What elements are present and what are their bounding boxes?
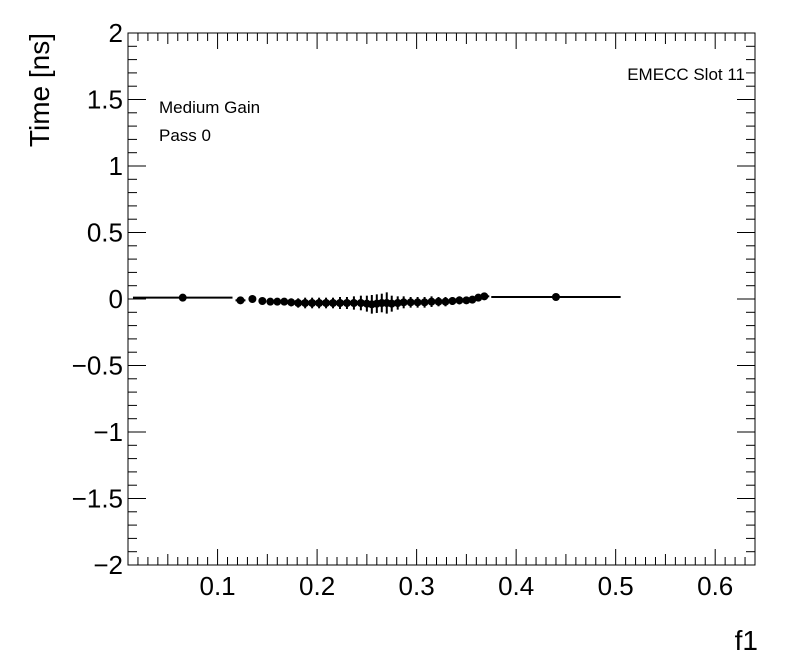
y-tick-label: 0 bbox=[109, 284, 123, 314]
data-point bbox=[266, 297, 275, 306]
y-tick-label: −1.5 bbox=[72, 484, 123, 514]
data-point bbox=[393, 296, 402, 310]
data-point bbox=[441, 297, 450, 307]
point-marker bbox=[455, 296, 464, 305]
point-marker bbox=[420, 298, 429, 307]
data-point bbox=[280, 297, 289, 306]
point-marker bbox=[273, 297, 282, 306]
x-tick-label: 0.5 bbox=[598, 571, 634, 601]
data-point bbox=[235, 296, 246, 305]
data-point bbox=[287, 298, 296, 307]
data-point bbox=[258, 296, 267, 305]
data-point bbox=[455, 296, 464, 305]
data-point bbox=[387, 295, 396, 312]
x-tick-label: 0.6 bbox=[697, 571, 733, 601]
annotation-gain: Medium Gain bbox=[159, 98, 260, 117]
data-point bbox=[308, 297, 317, 309]
data-point bbox=[462, 296, 471, 305]
point-marker bbox=[434, 297, 443, 306]
data-point bbox=[248, 295, 257, 303]
x-tick-label: 0.2 bbox=[299, 571, 335, 601]
point-marker bbox=[413, 298, 422, 307]
point-marker bbox=[356, 298, 365, 307]
point-marker bbox=[441, 297, 450, 306]
point-marker bbox=[335, 298, 344, 307]
annotation-slot: EMECC Slot 11 bbox=[627, 65, 745, 84]
data-point bbox=[329, 297, 338, 309]
x-tick-label: 0.1 bbox=[199, 571, 235, 601]
data-point bbox=[349, 296, 358, 310]
annotation-pass: Pass 0 bbox=[159, 126, 211, 145]
x-axis-title: f1 bbox=[735, 625, 758, 656]
point-marker bbox=[329, 298, 338, 307]
data-point bbox=[399, 296, 408, 309]
y-tick-label: 0.5 bbox=[87, 218, 123, 248]
point-marker bbox=[393, 298, 402, 307]
point-marker bbox=[448, 296, 457, 305]
data-point bbox=[335, 297, 344, 309]
point-marker bbox=[462, 296, 471, 305]
x-tick-label: 0.3 bbox=[399, 571, 435, 601]
point-marker bbox=[280, 297, 289, 306]
point-marker bbox=[315, 298, 324, 307]
point-marker bbox=[294, 298, 303, 307]
point-marker bbox=[406, 298, 415, 307]
data-point bbox=[315, 297, 324, 309]
data-point bbox=[420, 297, 429, 308]
point-marker bbox=[427, 297, 436, 306]
point-marker bbox=[342, 298, 351, 307]
point-marker bbox=[551, 293, 560, 302]
x-tick-label: 0.4 bbox=[498, 571, 534, 601]
data-point bbox=[356, 295, 365, 311]
data-point bbox=[294, 298, 303, 308]
point-marker bbox=[266, 297, 275, 306]
data-point bbox=[301, 297, 310, 309]
point-marker bbox=[349, 298, 358, 307]
data-point bbox=[273, 297, 282, 306]
point-marker bbox=[387, 299, 396, 308]
point-marker bbox=[480, 292, 489, 301]
data-point bbox=[479, 292, 490, 301]
axis-tick-labels: 0.1 0.2 0.3 0.4 0.5 0.6 −2 −1.5 −1 −0.5 0 0.5 1 1.5 2 bbox=[72, 18, 734, 601]
y-tick-label: −0.5 bbox=[72, 351, 123, 381]
point-marker bbox=[248, 295, 257, 303]
point-marker bbox=[308, 298, 317, 307]
y-tick-label: 2 bbox=[109, 18, 123, 48]
y-tick-label: 1 bbox=[109, 151, 123, 181]
point-marker bbox=[287, 298, 296, 307]
data-point bbox=[406, 297, 415, 308]
y-tick-label: −1 bbox=[93, 417, 123, 447]
data-point bbox=[342, 297, 351, 309]
y-axis-title: Time [ns] bbox=[24, 33, 55, 147]
data-point bbox=[413, 297, 422, 308]
axis-ticks bbox=[127, 32, 756, 566]
point-marker bbox=[236, 296, 245, 305]
data-point bbox=[448, 296, 457, 305]
point-marker bbox=[258, 296, 267, 305]
point-marker bbox=[399, 298, 408, 307]
data-point bbox=[434, 297, 443, 307]
point-marker bbox=[178, 293, 187, 302]
data-point bbox=[427, 296, 436, 307]
y-tick-label: 1.5 bbox=[87, 85, 123, 115]
y-tick-label: −2 bbox=[93, 550, 123, 580]
data-point bbox=[132, 293, 233, 302]
data-point bbox=[491, 293, 621, 302]
point-marker bbox=[322, 298, 331, 307]
data-point bbox=[322, 297, 331, 309]
data-points bbox=[132, 292, 621, 314]
point-marker bbox=[301, 298, 310, 307]
